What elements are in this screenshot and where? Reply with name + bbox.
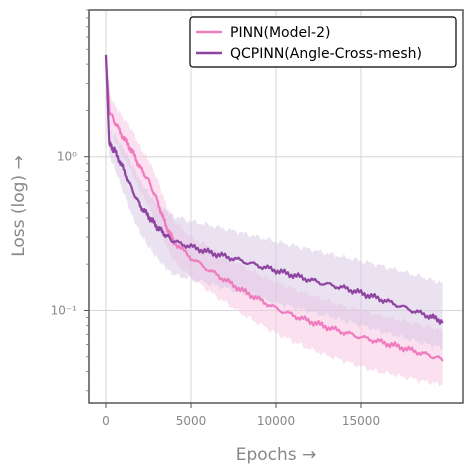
y-axis-ticks: 10⁻¹ 10⁰ <box>51 9 89 392</box>
legend: PINN(Model-2) QCPINN(Angle-Cross-mesh) <box>189 16 457 68</box>
y-axis-label: Loss (log) → <box>9 155 29 257</box>
y-tick-label: 10⁰ <box>57 150 77 164</box>
x-tick-label: 5000 <box>176 414 207 428</box>
legend-label-pinn: PINN(Model-2) <box>230 25 330 41</box>
confidence-bands <box>106 46 443 387</box>
x-axis-label: Epochs → <box>236 445 317 465</box>
y-tick-label: 10⁻¹ <box>51 303 78 317</box>
band-pinn <box>106 46 443 387</box>
x-tick-label: 15000 <box>342 414 380 428</box>
x-tick-label: 0 <box>102 414 110 428</box>
line-pinn <box>104 56 444 362</box>
x-axis-ticks: 0 5000 10000 15000 <box>102 403 380 428</box>
x-tick-label: 10000 <box>257 414 295 428</box>
legend-box <box>189 16 457 68</box>
series-lines <box>104 54 444 362</box>
line-qcpinn <box>104 54 444 325</box>
legend-label-qcpinn: QCPINN(Angle-Cross-mesh) <box>230 46 422 62</box>
band-qcpinn <box>106 46 443 350</box>
